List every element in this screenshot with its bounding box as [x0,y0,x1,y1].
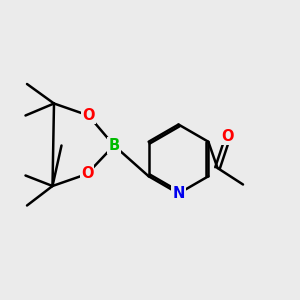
Text: N: N [172,186,185,201]
Text: O: O [82,108,95,123]
Text: O: O [222,129,234,144]
Text: O: O [81,167,93,182]
Text: B: B [108,138,120,153]
